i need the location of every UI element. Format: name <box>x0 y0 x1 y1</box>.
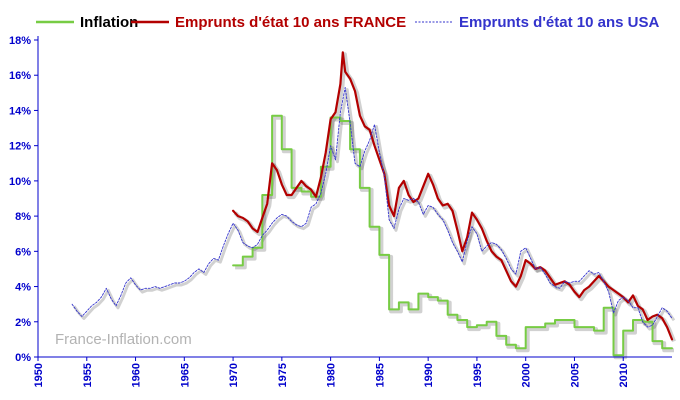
x-tick-label: 2005 <box>569 363 581 387</box>
y-tick-label: 18% <box>9 35 31 47</box>
y-tick-label: 4% <box>15 282 31 294</box>
x-tick-label: 1960 <box>131 363 143 387</box>
series-line-emprunts-d-tat-10-ans-usa <box>71 87 673 328</box>
series-line-inflation <box>232 114 673 357</box>
legend-label: Emprunts d'état 10 ans USA <box>459 14 659 31</box>
series-layer <box>71 51 674 357</box>
shadow-layer <box>72 52 676 360</box>
x-tick-label: 1990 <box>423 363 435 387</box>
x-tick-label: 1965 <box>179 363 191 387</box>
legend-item: Emprunts d'état 10 ans FRANCE <box>131 14 406 31</box>
legend-label: Emprunts d'état 10 ans FRANCE <box>175 14 406 31</box>
x-tick-label: 1970 <box>228 363 240 387</box>
series-shadow <box>233 52 676 343</box>
series-shadow <box>72 88 676 331</box>
legend-item: Emprunts d'état 10 ans USA <box>415 14 659 31</box>
x-tick-label: 1980 <box>326 363 338 387</box>
legend-label: Inflation <box>80 14 138 31</box>
y-tick-label: 10% <box>9 176 31 188</box>
x-tick-label: 1985 <box>374 363 386 387</box>
y-tick-label: 6% <box>15 246 31 258</box>
x-tick-label: 2010 <box>618 363 630 387</box>
x-tick-label: 1950 <box>33 363 45 387</box>
x-tick-label: 2000 <box>521 363 533 387</box>
y-tick-label: 8% <box>15 211 31 223</box>
series-shadow <box>235 115 674 360</box>
axis-layer: 0% 2% 4% 6% 8% 10% 12% 14% 16% 18% 1950 1955 1960 196… <box>9 35 672 387</box>
y-tick-label: 14% <box>9 105 31 117</box>
y-tick-label: 12% <box>9 141 31 153</box>
x-tick-label: 1975 <box>277 363 289 387</box>
y-tick-label: 0% <box>15 352 31 364</box>
y-tick-label: 16% <box>9 70 31 82</box>
series-line-emprunts-d-tat-10-ans-france <box>232 51 674 341</box>
y-tick-label: 2% <box>15 317 31 329</box>
legend: Inflation Emprunts d'état 10 ans FRANCE Em… <box>36 14 659 31</box>
x-tick-label: 1995 <box>472 363 484 387</box>
x-tick-label: 1955 <box>82 363 94 387</box>
legend-item: Inflation <box>36 14 138 31</box>
watermark-text: France-Inflation.com <box>55 331 192 348</box>
